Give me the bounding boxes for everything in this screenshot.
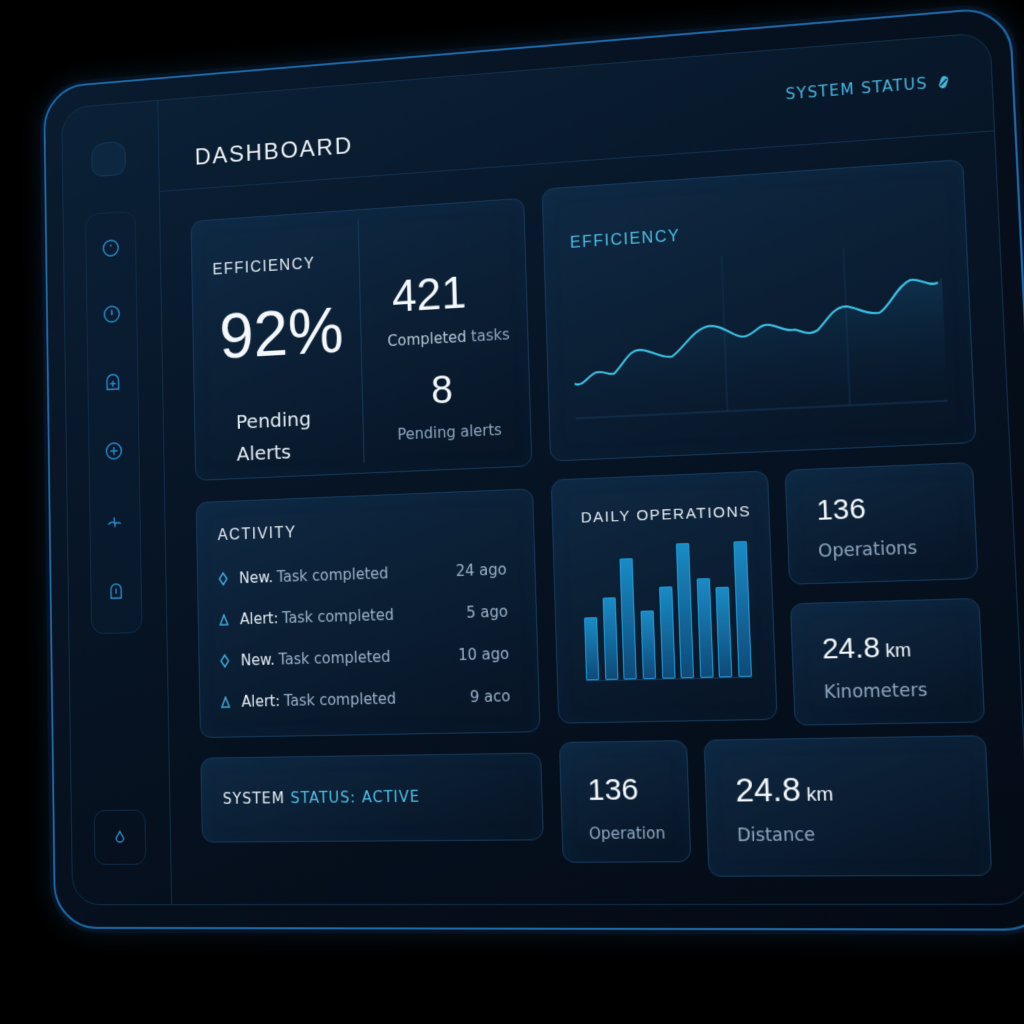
activity-title: ACTIVITY [217, 524, 297, 544]
sidebar-item-add-task[interactable] [99, 367, 127, 397]
pending-alerts-value: 8 [430, 368, 454, 413]
activity-kind: New. [240, 650, 275, 670]
drop-icon [113, 829, 126, 845]
sidebar-item-activity[interactable] [101, 507, 129, 537]
sidebar-item-alerts[interactable] [98, 299, 126, 329]
diamond-icon [218, 572, 228, 586]
operation-stat-card: 136 Operation [558, 739, 692, 863]
add-box-icon [103, 371, 123, 393]
dashboard-screen: DASHBOARD SYSTEM STATUS EFFICIENCY 92% P… [61, 31, 1024, 906]
sidebar-item-reports[interactable] [102, 576, 130, 606]
kilometers-unit: km [885, 639, 912, 662]
activity-message: Task completed [281, 605, 395, 627]
kilometers-label: Kinometers [823, 680, 928, 704]
completed-label-a: Completed [387, 328, 467, 351]
bar [715, 586, 733, 678]
add-circle-icon [104, 440, 124, 462]
sidebar-item-overview[interactable] [97, 233, 125, 263]
card-divider [357, 219, 365, 463]
bar [602, 596, 619, 680]
daily-operations-bar-chart[interactable] [581, 540, 753, 682]
distance-label: Distance [736, 824, 816, 847]
completed-label-b: tasks [470, 325, 510, 346]
activity-kind: New. [238, 568, 274, 588]
alert-circle-icon [102, 303, 122, 325]
door-alert-icon [106, 580, 126, 602]
diamond-icon [220, 654, 230, 668]
operation-label: Operation [588, 823, 666, 844]
completed-tasks-label: Completed tasks [387, 326, 510, 351]
system-status-label: SYSTEM STATUS [785, 74, 929, 104]
activity-time: 5 ago [466, 602, 509, 622]
bar [640, 610, 656, 680]
activity-item[interactable]: New. Task completed 24 ago [218, 560, 507, 587]
triangle-icon [219, 614, 229, 626]
activity-time: 9 aco [469, 687, 511, 707]
caption-line-2: Alerts [236, 439, 292, 466]
sidebar [62, 100, 173, 905]
page-title: DASHBOARD [194, 132, 354, 171]
sidebar-nav [85, 210, 143, 635]
daily-operations-card: DAILY OPERATIONS [550, 470, 778, 724]
bar [733, 540, 752, 678]
kilometers-value: 24.8 [821, 631, 881, 665]
operations-stat-card: 136 Operations [784, 461, 979, 585]
activity-message: Task completed [278, 647, 391, 669]
efficiency-card: EFFICIENCY 92% Pending Alerts 421 Comple… [190, 197, 533, 481]
system-status-indicator[interactable]: SYSTEM STATUS [785, 73, 949, 104]
activity-icon [105, 511, 125, 533]
activity-item[interactable]: Alert: Task completed 9 aco [221, 687, 511, 711]
efficiency-chart-card: EFFICIENCY [541, 159, 977, 462]
activity-time: 10 ago [457, 644, 510, 665]
pending-alerts-caption: Pending Alerts [236, 403, 312, 471]
activity-item[interactable]: New. Task completed 10 ago [220, 645, 510, 670]
completed-tasks-value: 421 [391, 266, 467, 322]
caption-line-1: Pending [235, 406, 312, 434]
distance-value: 24.8 [734, 770, 802, 809]
triangle-icon [221, 696, 231, 708]
system-status-label-a: SYSTEM [222, 789, 286, 808]
activity-message: Task completed [276, 564, 389, 586]
bar [584, 617, 600, 681]
efficiency-line-chart[interactable] [571, 241, 949, 433]
distance-unit: km [805, 783, 834, 807]
distance-value-group: 24.8 km [735, 770, 834, 810]
circle-dot-icon [101, 237, 121, 259]
bar [675, 542, 695, 679]
efficiency-chart-title: EFFICIENCY [569, 227, 681, 252]
kilometers-stat-card: 24.8 km Kinometers [789, 597, 986, 726]
operations-label: Operations [817, 538, 918, 563]
efficiency-percent: 92% [218, 293, 345, 372]
distance-stat-card: 24.8 km Distance [703, 735, 993, 877]
app-logo[interactable] [91, 140, 126, 178]
efficiency-title: EFFICIENCY [212, 255, 316, 279]
system-status-value: STATUS: ACTIVE [290, 787, 421, 808]
tablet-frame: DASHBOARD SYSTEM STATUS EFFICIENCY 92% P… [43, 5, 1024, 931]
bar [696, 578, 714, 678]
activity-card: ACTIVITY New. Task completed 24 ago Aler… [195, 488, 541, 739]
status-pill-icon [938, 75, 949, 89]
activity-kind: Alert: [239, 609, 279, 629]
activity-message: Task completed [283, 689, 397, 710]
activity-item[interactable]: Alert: Task completed 5 ago [219, 603, 508, 629]
activity-kind: Alert: [241, 692, 281, 711]
operation-value: 136 [587, 772, 640, 808]
activity-time: 24 ago [455, 560, 508, 581]
kilometers-value-group: 24.8 km [821, 630, 911, 666]
system-status-text: SYSTEM STATUS: ACTIVE [223, 788, 421, 808]
bar [658, 585, 676, 679]
sidebar-bottom-button[interactable] [93, 809, 147, 865]
bar [619, 558, 637, 680]
system-status-card[interactable]: SYSTEM STATUS: ACTIVE [200, 752, 544, 843]
pending-alerts-label: Pending alerts [397, 420, 503, 444]
sidebar-item-add[interactable] [100, 436, 128, 466]
operations-value: 136 [815, 492, 867, 527]
daily-operations-title: DAILY OPERATIONS [580, 502, 752, 527]
